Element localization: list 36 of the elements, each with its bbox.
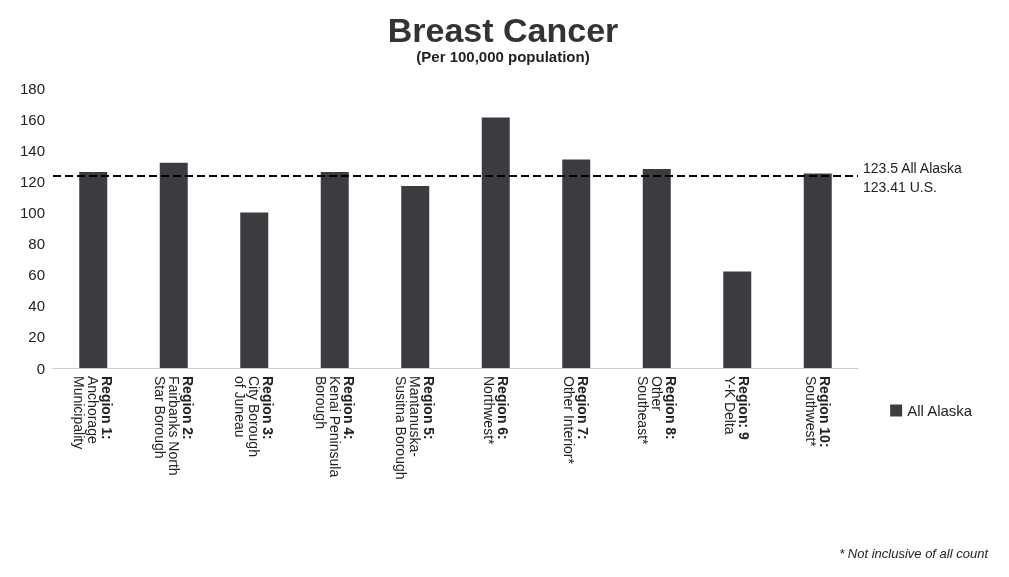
bar [642,168,671,368]
bar [320,172,349,368]
y-tick-label: 140 [19,141,45,159]
x-tick-label: Region 6: Northwest* [480,376,511,446]
x-tick-label: Region 8: Other Southeast* [634,376,679,446]
x-tick-label: Region 3: City Borough of Juneau [232,376,277,457]
y-tick-label: 180 [19,79,45,97]
y-tick-label: 40 [28,297,45,315]
y-tick-label: 160 [19,110,45,128]
bar [159,162,188,368]
text: 123.41 U.S. [863,178,937,195]
y-tick-label: 60 [28,266,45,284]
x-tick-label: Region 1: Anchorage Municipality [71,376,116,450]
bar [401,186,430,368]
bar [562,159,591,368]
x-tick-label: Region 7: Other Interior* [561,376,592,465]
y-tick-label: 20 [28,328,45,346]
bar [803,173,832,368]
y-tick-label: 0 [36,359,45,377]
x-tick-label: Region 4: Kenai Peninsula Borough [312,376,357,478]
x-tick-label: Region 2: Fairbanks North Star Borough [151,376,196,476]
chart-title: Breast Cancer [387,11,619,49]
y-tick-label: 100 [19,203,45,221]
chart-subtitle: (Per 100,000 population) [416,48,590,65]
legend-label: All Alaska [907,402,973,419]
y-tick-label: 120 [19,172,45,190]
x-tick-label: Region 10: Southwest* [802,376,833,448]
x-tick-label: Region: 9 Y-K Delta [722,376,753,440]
bar [481,117,510,368]
text: * Not inclusive of all count [839,546,990,561]
bar [240,212,269,368]
ref-line-label: 123.5 All Alaska [863,159,963,176]
bar [79,172,108,368]
bar [723,271,752,368]
y-tick-label: 80 [28,235,45,253]
x-tick-label: Region 5: Mantanuska- Susitna Borough [393,376,438,480]
